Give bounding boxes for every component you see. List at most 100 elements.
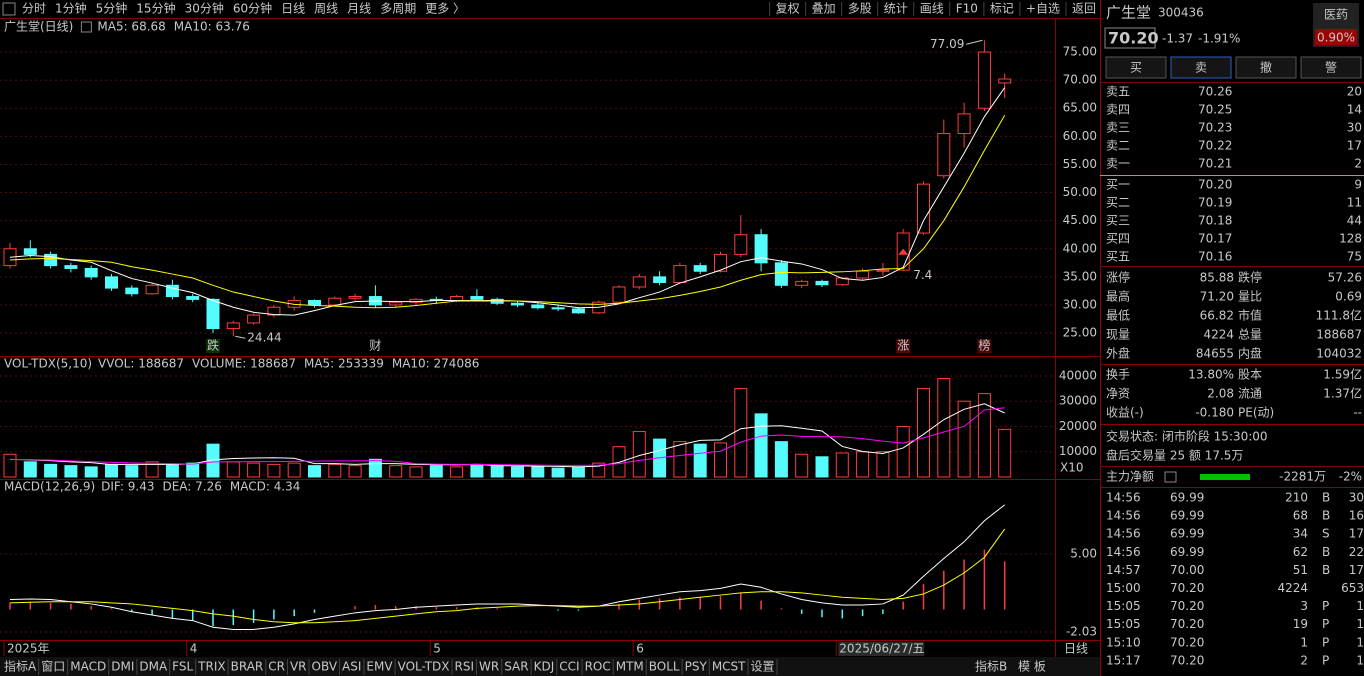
volume-bar [64, 465, 78, 478]
book-label: 买一 [1106, 178, 1130, 192]
bottom-bar [0, 657, 1100, 676]
annotation-arrow [235, 335, 246, 339]
tool-button[interactable]: 多股 [848, 2, 872, 16]
stat-label: 最高 [1106, 289, 1130, 304]
indicator-tab[interactable]: VOL-TDX [398, 660, 450, 674]
tool-button[interactable]: +自选 [1026, 2, 1060, 16]
indicator-tab[interactable]: DMA [139, 660, 168, 674]
tool-button[interactable]: 返回 [1072, 2, 1096, 16]
menu-icon [2, 2, 16, 16]
indicator-tab[interactable]: BRAR [231, 660, 264, 674]
event-marker[interactable]: 财 [369, 339, 381, 353]
indicator-tab[interactable]: WR [479, 660, 499, 674]
period-tab[interactable]: 5分钟 [96, 1, 128, 16]
book-price: 70.22 [1198, 139, 1232, 153]
trade-button[interactable] [1235, 56, 1297, 79]
trade-volume: 210 [1285, 491, 1308, 505]
indicator-tab[interactable]: MACD [70, 660, 106, 674]
trade-button-label[interactable]: 警 [1325, 60, 1337, 75]
trade-count: 30 [1349, 491, 1364, 505]
period-tab[interactable]: 30分钟 [185, 1, 224, 16]
indicator-tab[interactable]: RSI [455, 660, 475, 674]
trade-button-label[interactable]: 买 [1130, 61, 1142, 75]
trade-price: 70.20 [1170, 653, 1204, 667]
trade-price: 70.00 [1170, 563, 1204, 577]
indicator-tab[interactable]: 指标A [4, 659, 37, 674]
tool-button[interactable]: 画线 [920, 2, 944, 16]
candle-body [470, 296, 484, 300]
tool-button[interactable]: 标记 [990, 2, 1014, 16]
indicator-tab[interactable]: 指标B [975, 659, 1007, 674]
stat-value: 0.69 [1335, 290, 1362, 304]
indicator-tab[interactable]: PSY [685, 660, 708, 674]
indicator-tab[interactable]: KDJ [534, 660, 555, 674]
trade-button-label[interactable]: 撤 [1260, 60, 1272, 75]
indicator-tab[interactable]: CCI [559, 660, 579, 674]
period-tab[interactable]: 多周期 [380, 2, 416, 16]
period-tab[interactable]: 60分钟 [233, 1, 272, 16]
period-tab[interactable]: 周线 [314, 2, 338, 16]
tool-button[interactable]: 叠加 [812, 2, 836, 16]
trade-side: P [1322, 635, 1329, 649]
stat-label: 净资 [1106, 387, 1130, 401]
indicator-tab[interactable]: EMV [366, 660, 393, 674]
stat-label: 市值 [1238, 308, 1262, 323]
event-marker[interactable]: 跌 [207, 338, 219, 353]
period-tab[interactable]: 更多 〉 [425, 2, 465, 16]
indicator-tab[interactable]: 窗口 [41, 660, 65, 674]
x-tick-label: 6 [636, 642, 644, 656]
candle-body [186, 296, 200, 300]
volume-bar [937, 377, 951, 478]
indicator-tab[interactable]: 模 板 [1018, 660, 1046, 674]
indicator-tab[interactable]: FSL [172, 660, 193, 674]
period-tab[interactable]: 分时 [22, 2, 46, 16]
trade-price: 69.99 [1170, 509, 1204, 523]
trade-button[interactable] [1105, 56, 1167, 79]
volume-bar [348, 465, 362, 478]
trade-price: 70.20 [1170, 599, 1204, 613]
book-price: 70.17 [1198, 232, 1232, 246]
volume-bar [571, 466, 585, 478]
legend-entry: MA5: 68.68 [97, 20, 165, 34]
tool-button[interactable]: 统计 [884, 2, 908, 16]
trade-time: 14:56 [1106, 491, 1141, 505]
event-marker[interactable]: 涨 [897, 338, 909, 353]
trade-button-label[interactable]: 卖 [1195, 61, 1207, 75]
indicator-tab[interactable]: BOLL [649, 660, 680, 674]
trade-time: 15:05 [1106, 617, 1141, 631]
volume-bar [308, 465, 321, 478]
event-marker[interactable]: 榜 [978, 338, 990, 353]
volume-bar [328, 463, 342, 478]
indicator-tab[interactable]: ASI [342, 660, 361, 674]
volume-bar [998, 428, 1012, 478]
indicator-tab[interactable]: OBV [312, 660, 338, 674]
legend-entry: VOLUME: 188687 [192, 357, 296, 371]
indicator-tab[interactable]: MTM [616, 660, 644, 674]
indicator-tab[interactable]: SAR [504, 660, 528, 674]
period-tab[interactable]: 15分钟 [136, 1, 175, 16]
candle-body [328, 297, 342, 306]
period-tab[interactable]: 1分钟 [55, 1, 87, 16]
trade-button[interactable] [1300, 56, 1362, 79]
trade-count: 16 [1349, 509, 1364, 523]
indicator-tab[interactable]: MCST [712, 660, 746, 674]
trade-volume: 2 [1300, 653, 1308, 667]
trade-time: 14:56 [1106, 545, 1141, 559]
period-tab[interactable]: 月线 [347, 2, 371, 16]
trade-button[interactable] [1170, 56, 1232, 79]
candle-body [44, 253, 58, 267]
indicator-line [9, 403, 1005, 468]
change-annotation: 7.4 [913, 268, 932, 282]
indicator-tab[interactable]: 设置 [751, 660, 775, 674]
period-tab[interactable]: 日线 [281, 2, 305, 16]
indicator-tab[interactable]: ROC [585, 660, 611, 674]
flow-icon [1164, 471, 1177, 483]
indicator-tab[interactable]: CR [268, 660, 285, 674]
indicator-tab[interactable]: VR [290, 660, 307, 674]
tool-button[interactable]: F10 [956, 2, 978, 16]
tool-button[interactable]: 复权 [776, 2, 800, 16]
indicator-tab[interactable]: TRIX [197, 660, 225, 674]
book-label: 买五 [1106, 250, 1130, 264]
indicator-tab[interactable]: DMI [111, 660, 134, 674]
